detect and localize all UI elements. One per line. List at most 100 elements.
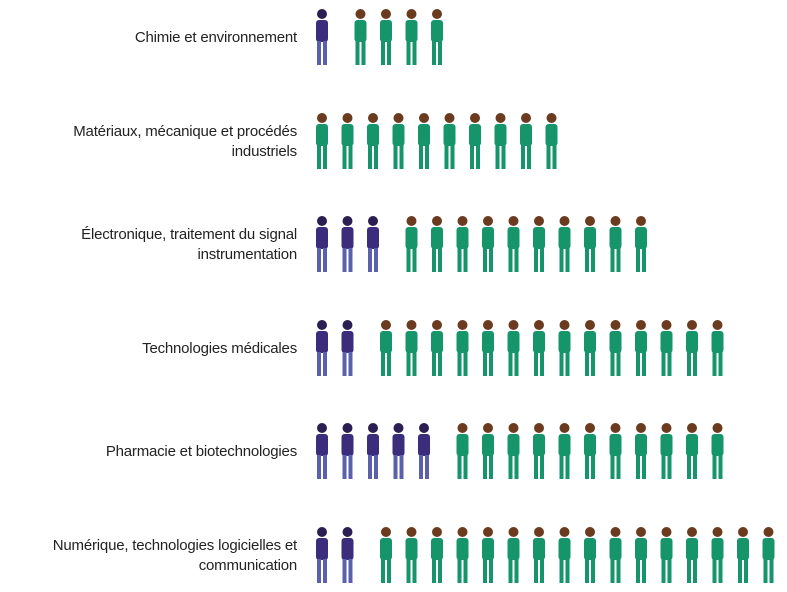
category-label: Électronique, traitement du signal instr…: [81, 226, 297, 263]
icon-head: [381, 526, 391, 537]
icon-leg: [425, 455, 429, 479]
icon-leg: [463, 248, 468, 272]
icon-head: [368, 112, 378, 123]
icon-body: [367, 227, 379, 249]
icon-body: [494, 123, 507, 146]
icon-head: [610, 216, 621, 226]
icon-leg: [342, 351, 347, 376]
person-icon: [456, 319, 469, 376]
person-icon: [584, 423, 596, 479]
icon-head: [508, 423, 519, 433]
icon-body: [341, 434, 354, 456]
icon-row: [316, 216, 647, 272]
icon-head: [508, 216, 519, 226]
icon-body: [609, 434, 622, 456]
person-icon: [392, 423, 405, 479]
icon-leg: [693, 351, 697, 376]
person-icon: [507, 423, 520, 479]
icon-leg: [387, 558, 391, 583]
icon-leg: [687, 455, 691, 479]
person-icon: [456, 216, 469, 272]
icon-body: [380, 330, 392, 353]
person-icon: [660, 319, 673, 376]
icon-leg: [661, 558, 666, 583]
category-label: Chimie et environnement: [134, 29, 297, 46]
icon-leg: [483, 351, 487, 376]
icon-leg: [342, 455, 347, 479]
icon-leg: [693, 558, 697, 583]
icon-leg: [559, 248, 564, 272]
person-icon: [711, 423, 724, 479]
chart-row: Chimie et environnement: [0, 3, 787, 73]
icon-leg: [610, 248, 615, 272]
icon-row: [316, 526, 775, 583]
icon-head: [738, 526, 748, 537]
women-group: [316, 9, 328, 65]
icon-leg: [591, 455, 595, 479]
icon-leg: [463, 455, 468, 479]
icon-leg: [565, 248, 570, 272]
icon-head: [546, 112, 557, 123]
icon-leg: [616, 248, 621, 272]
men-group: [354, 9, 443, 65]
icon-leg: [693, 455, 697, 479]
icon-body: [660, 330, 673, 353]
person-icon: [341, 319, 354, 376]
icon-leg: [534, 248, 538, 272]
icon-leg: [374, 455, 378, 479]
icon-leg: [636, 248, 640, 272]
icon-body: [456, 434, 469, 456]
person-icon: [316, 9, 328, 65]
chart-row: Matériaux, mécanique et procédés industr…: [0, 107, 787, 177]
person-icon: [341, 112, 354, 169]
icon-row: [316, 9, 443, 65]
icon-body: [533, 434, 545, 456]
icon-leg: [552, 144, 557, 169]
person-icon: [520, 112, 532, 169]
icon-body: [316, 123, 328, 146]
icon-body: [635, 330, 647, 353]
icon-leg: [591, 248, 595, 272]
icon-head: [661, 526, 672, 537]
icon-leg: [425, 144, 429, 169]
icon-body: [482, 537, 494, 560]
icon-head: [534, 216, 544, 226]
person-icon: [711, 319, 724, 376]
icon-leg: [457, 248, 462, 272]
icon-leg: [381, 558, 385, 583]
icon-leg: [591, 558, 595, 583]
icon-leg: [483, 455, 487, 479]
person-icon: [431, 216, 443, 272]
icon-leg: [457, 455, 462, 479]
person-icon: [584, 526, 596, 583]
icon-head: [495, 112, 506, 123]
person-icon: [431, 319, 443, 376]
icon-head: [368, 423, 378, 433]
icon-leg: [317, 455, 321, 479]
icon-head: [712, 526, 723, 537]
icon-head: [381, 319, 391, 330]
icon-leg: [501, 144, 506, 169]
icon-leg: [412, 248, 417, 272]
person-icon: [431, 9, 443, 65]
icon-body: [469, 123, 481, 146]
icon-body: [762, 537, 775, 560]
icon-leg: [489, 351, 493, 376]
icon-head: [521, 112, 531, 123]
icon-body: [558, 537, 571, 560]
icon-leg: [342, 558, 347, 583]
icon-head: [712, 319, 723, 330]
icon-leg: [565, 351, 570, 376]
icon-leg: [508, 248, 513, 272]
icon-leg: [616, 455, 621, 479]
person-icon: [533, 216, 545, 272]
icon-body: [609, 227, 622, 249]
icon-leg: [763, 558, 768, 583]
icon-body: [431, 227, 443, 249]
icon-leg: [616, 351, 621, 376]
icon-head: [393, 112, 404, 123]
icon-leg: [399, 455, 404, 479]
person-icon: [380, 319, 392, 376]
icon-leg: [323, 41, 327, 65]
women-group: [316, 319, 354, 376]
